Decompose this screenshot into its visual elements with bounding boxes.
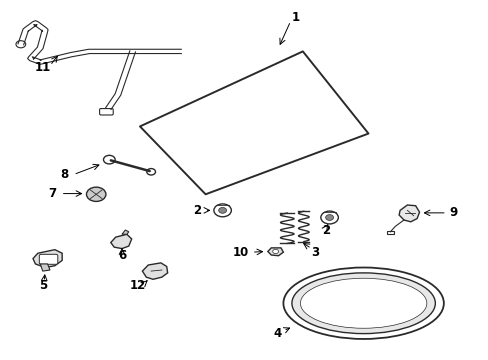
Ellipse shape	[291, 273, 434, 334]
Polygon shape	[122, 230, 128, 234]
Text: 8: 8	[61, 168, 69, 181]
FancyBboxPatch shape	[39, 254, 58, 264]
Circle shape	[146, 168, 155, 175]
Text: 11: 11	[35, 61, 51, 74]
Circle shape	[218, 207, 226, 213]
Text: 10: 10	[232, 246, 248, 258]
FancyBboxPatch shape	[100, 109, 113, 115]
Text: 9: 9	[448, 206, 457, 219]
Polygon shape	[142, 263, 167, 279]
Circle shape	[325, 215, 333, 220]
Text: 12: 12	[129, 279, 145, 292]
Text: 2: 2	[192, 204, 201, 217]
Text: 7: 7	[48, 187, 57, 200]
Circle shape	[213, 204, 231, 217]
Ellipse shape	[283, 267, 443, 339]
Circle shape	[272, 249, 278, 253]
Polygon shape	[267, 248, 283, 256]
Bar	[386, 231, 393, 234]
Text: 5: 5	[39, 279, 47, 292]
Polygon shape	[40, 264, 50, 271]
Text: 2: 2	[322, 224, 329, 237]
Text: 3: 3	[310, 246, 318, 258]
Text: 6: 6	[118, 249, 126, 262]
Text: 4: 4	[273, 327, 281, 340]
Circle shape	[103, 156, 115, 164]
Polygon shape	[111, 234, 131, 249]
Text: 1: 1	[291, 11, 299, 24]
Polygon shape	[398, 205, 419, 222]
Ellipse shape	[300, 278, 426, 328]
Circle shape	[86, 187, 106, 202]
Circle shape	[320, 211, 338, 224]
Polygon shape	[33, 249, 62, 267]
